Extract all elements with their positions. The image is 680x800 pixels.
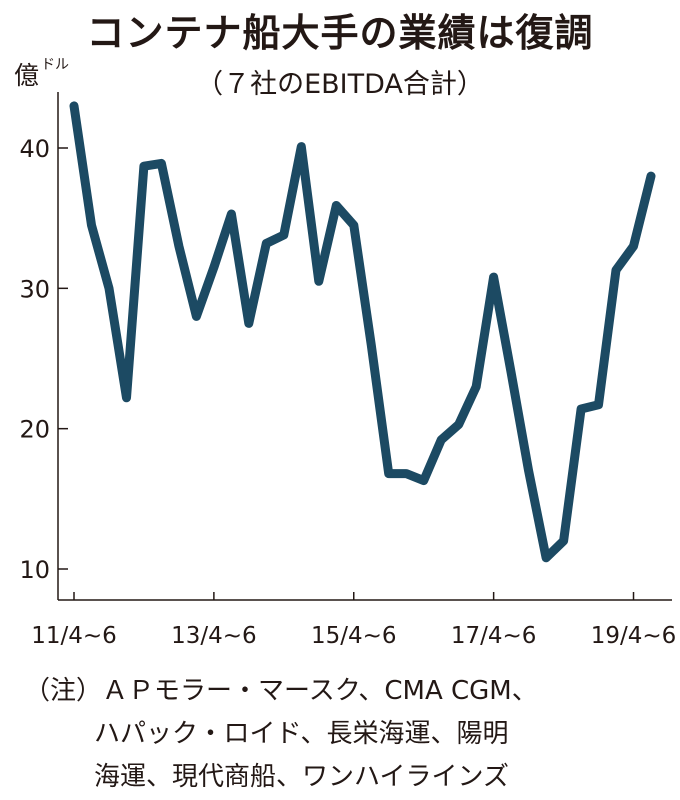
y-tick-label: 40 [19, 135, 50, 163]
line-chart: 10 20 30 40 11/4~6 13/4~6 15/4~6 17/4~6 19/4~6 [19, 92, 676, 649]
footnote-line-1: （注）ＡＰモラー・マースク、CMA CGM、 [24, 676, 538, 706]
series-group [69, 101, 656, 563]
x-tick-label: 15/4~6 [311, 623, 397, 649]
chart-subtitle: （７社のEBITDA合計） [196, 69, 484, 100]
x-tick-label: 11/4~6 [31, 623, 117, 649]
footnote-line-3: 海運、現代商船、ワンハイラインズ [94, 762, 509, 792]
x-tick-label: 19/4~6 [591, 623, 677, 649]
y-unit-label: 億 [14, 61, 40, 90]
y-tick-label: 20 [19, 416, 50, 444]
y-tick-label: 10 [19, 556, 50, 584]
y-unit-sublabel: ドル [41, 57, 69, 73]
chart-title: コンテナ船大手の業績は復調 [86, 11, 594, 55]
y-tick-label: 30 [19, 275, 50, 303]
ebitda-series-line [69, 101, 656, 563]
y-axis-ticks: 10 20 30 40 [19, 135, 68, 584]
chart-axes [57, 92, 672, 601]
x-tick-label: 17/4~6 [451, 623, 537, 649]
footnote-line-2: ハパック・ロイド、長栄海運、陽明 [94, 719, 509, 749]
footnote: （注）ＡＰモラー・マースク、CMA CGM、 ハパック・ロイド、長栄海運、陽明 … [24, 670, 674, 799]
x-tick-label: 13/4~6 [171, 623, 257, 649]
x-axis-ticks: 11/4~6 13/4~6 15/4~6 17/4~6 19/4~6 [31, 592, 676, 649]
